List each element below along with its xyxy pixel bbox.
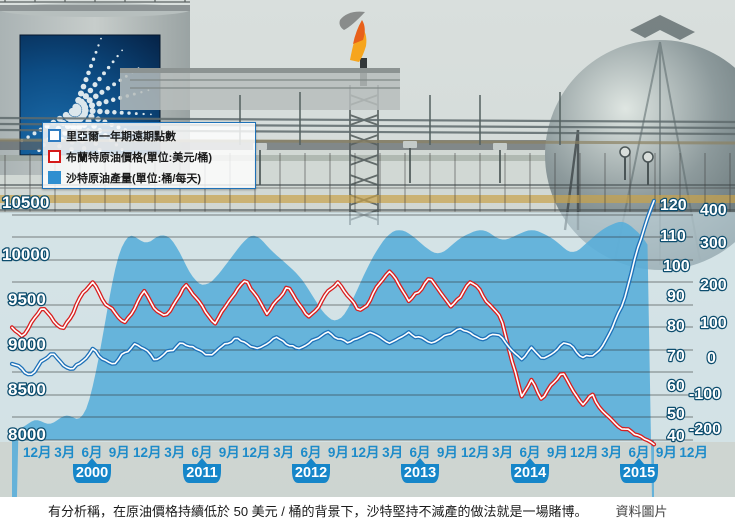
svg-text:3月: 3月 — [164, 445, 185, 460]
svg-text:2000: 2000 — [76, 465, 108, 481]
svg-text:2013: 2013 — [404, 465, 436, 481]
svg-text:100: 100 — [663, 258, 690, 275]
svg-text:9000: 9000 — [8, 335, 46, 354]
svg-text:6月: 6月 — [81, 445, 102, 460]
svg-text:9月: 9月 — [437, 445, 458, 460]
svg-text:40: 40 — [667, 428, 685, 445]
svg-text:3月: 3月 — [273, 445, 294, 460]
svg-text:3月: 3月 — [54, 445, 75, 460]
svg-text:6月: 6月 — [300, 445, 321, 460]
svg-text:300: 300 — [700, 235, 727, 252]
svg-text:12月: 12月 — [133, 445, 162, 460]
svg-text:9月: 9月 — [328, 445, 349, 460]
svg-text:9500: 9500 — [8, 290, 46, 309]
svg-text:12月: 12月 — [242, 445, 271, 460]
svg-text:12月: 12月 — [679, 445, 708, 460]
svg-text:6月: 6月 — [409, 445, 430, 460]
svg-text:400: 400 — [700, 202, 727, 219]
svg-text:12月: 12月 — [23, 445, 52, 460]
svg-text:-100: -100 — [689, 386, 721, 403]
svg-text:90: 90 — [667, 288, 685, 305]
svg-text:2011: 2011 — [186, 465, 217, 481]
svg-text:2014: 2014 — [514, 465, 546, 481]
svg-text:9月: 9月 — [547, 445, 568, 460]
svg-text:-200: -200 — [689, 421, 721, 438]
svg-text:6月: 6月 — [191, 445, 212, 460]
svg-text:3月: 3月 — [382, 445, 403, 460]
svg-text:100: 100 — [700, 315, 727, 332]
svg-text:2012: 2012 — [295, 465, 327, 481]
svg-text:6月: 6月 — [628, 445, 649, 460]
svg-text:9月: 9月 — [109, 445, 130, 460]
svg-text:3月: 3月 — [492, 445, 513, 460]
svg-text:80: 80 — [667, 318, 685, 335]
svg-text:12月: 12月 — [461, 445, 490, 460]
svg-text:3月: 3月 — [601, 445, 622, 460]
svg-text:6月: 6月 — [519, 445, 540, 460]
svg-text:10000: 10000 — [2, 245, 49, 264]
svg-text:12月: 12月 — [351, 445, 380, 460]
svg-text:10500: 10500 — [2, 193, 49, 212]
svg-text:8000: 8000 — [8, 425, 46, 444]
svg-text:70: 70 — [667, 348, 685, 365]
svg-text:9月: 9月 — [656, 445, 677, 460]
svg-text:200: 200 — [700, 277, 727, 294]
svg-text:50: 50 — [667, 406, 685, 423]
svg-text:120: 120 — [660, 197, 687, 214]
svg-text:9月: 9月 — [219, 445, 240, 460]
svg-text:8500: 8500 — [8, 380, 46, 399]
svg-text:0: 0 — [707, 350, 716, 367]
svg-text:2015: 2015 — [623, 465, 655, 481]
svg-text:110: 110 — [660, 228, 686, 245]
svg-text:60: 60 — [667, 378, 685, 395]
svg-text:12月: 12月 — [570, 445, 599, 460]
